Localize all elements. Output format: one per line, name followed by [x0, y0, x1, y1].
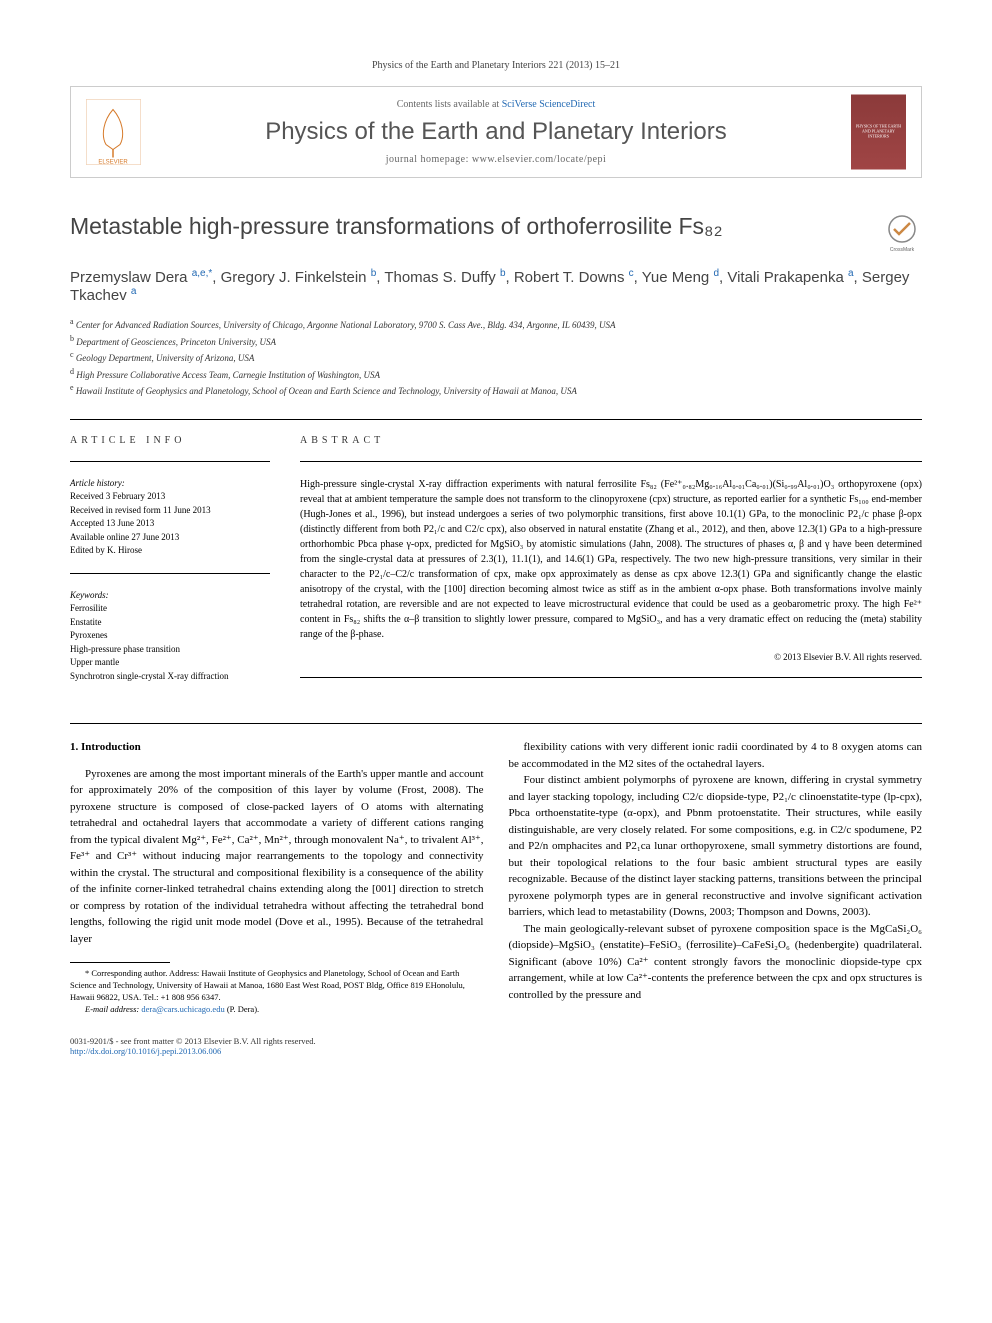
- article-info: ARTICLE INFO Article history: Received 3…: [70, 435, 270, 699]
- info-divider: [70, 461, 270, 462]
- affiliation: e Hawaii Institute of Geophysics and Pla…: [70, 382, 922, 399]
- homepage-line: journal homepage: www.elsevier.com/locat…: [156, 154, 836, 165]
- author: Yue Meng d: [642, 269, 719, 286]
- email-link[interactable]: dera@cars.uchicago.edu: [141, 1004, 224, 1014]
- affiliation: b Department of Geosciences, Princeton U…: [70, 333, 922, 350]
- abstract-divider: [300, 461, 922, 462]
- history-section: Article history: Received 3 February 201…: [70, 477, 270, 558]
- keywords-section: Keywords: Ferrosilite Enstatite Pyroxene…: [70, 589, 270, 684]
- crossmark-icon[interactable]: CrossMark: [882, 213, 922, 253]
- copyright: © 2013 Elsevier B.V. All rights reserved…: [300, 652, 922, 662]
- email-suffix: (P. Dera).: [225, 1004, 259, 1014]
- email-footnote: E-mail address: dera@cars.uchicago.edu (…: [70, 1004, 484, 1016]
- elsevier-tree-icon: ELSEVIER: [86, 100, 141, 165]
- column-right: flexibility cations with very different …: [509, 739, 923, 1016]
- keyword: Enstatite: [70, 616, 270, 630]
- authors: Przemyslaw Dera a,e,*, Gregory J. Finkel…: [70, 268, 922, 304]
- affiliations: a Center for Advanced Radiation Sources,…: [70, 316, 922, 399]
- title-row: Metastable high-pressure transformations…: [70, 213, 922, 253]
- header-content: Contents lists available at SciVerse Sci…: [156, 99, 836, 165]
- info-heading: ARTICLE INFO: [70, 435, 270, 446]
- body-columns: 1. Introduction Pyroxenes are among the …: [70, 739, 922, 1016]
- keyword: Upper mantle: [70, 656, 270, 670]
- body-paragraph: The main geologically-relevant subset of…: [509, 921, 923, 1004]
- affiliation: d High Pressure Collaborative Access Tea…: [70, 366, 922, 383]
- body-paragraph: flexibility cations with very different …: [509, 739, 923, 772]
- info-abstract-row: ARTICLE INFO Article history: Received 3…: [70, 435, 922, 699]
- history-label: Article history:: [70, 477, 270, 491]
- issn-line: 0031-9201/$ - see front matter © 2013 El…: [70, 1036, 922, 1046]
- divider: [70, 723, 922, 724]
- keyword: Pyroxenes: [70, 629, 270, 643]
- journal-cover-text: PHYSICS OF THE EARTH AND PLANETARY INTER…: [851, 123, 906, 141]
- article-title: Metastable high-pressure transformations…: [70, 213, 862, 240]
- abstract-divider: [300, 677, 922, 678]
- section-heading: 1. Introduction: [70, 739, 484, 756]
- body-paragraph: Pyroxenes are among the most important m…: [70, 766, 484, 948]
- doi-link[interactable]: http://dx.doi.org/10.1016/j.pepi.2013.06…: [70, 1046, 221, 1056]
- doi-line: http://dx.doi.org/10.1016/j.pepi.2013.06…: [70, 1046, 922, 1056]
- journal-cover: PHYSICS OF THE EARTH AND PLANETARY INTER…: [851, 95, 906, 170]
- author: Robert T. Downs c: [514, 269, 634, 286]
- info-divider: [70, 573, 270, 574]
- affiliation: a Center for Advanced Radiation Sources,…: [70, 316, 922, 333]
- header-box: ELSEVIER Contents lists available at Sci…: [70, 86, 922, 178]
- author: Gregory J. Finkelstein b: [221, 269, 377, 286]
- column-left: 1. Introduction Pyroxenes are among the …: [70, 739, 484, 1016]
- keyword: High-pressure phase transition: [70, 643, 270, 657]
- affiliation: c Geology Department, University of Ariz…: [70, 349, 922, 366]
- history-item: Received in revised form 11 June 2013: [70, 504, 270, 518]
- history-item: Edited by K. Hirose: [70, 544, 270, 558]
- history-item: Available online 27 June 2013: [70, 531, 270, 545]
- abstract-text: High-pressure single-crystal X-ray diffr…: [300, 477, 922, 642]
- journal-name: Physics of the Earth and Planetary Inter…: [156, 118, 836, 146]
- body-paragraph: Four distinct ambient polymorphs of pyro…: [509, 772, 923, 921]
- email-label: E-mail address:: [85, 1004, 141, 1014]
- abstract: ABSTRACT High-pressure single-crystal X-…: [300, 435, 922, 699]
- elsevier-logo: ELSEVIER: [86, 100, 141, 165]
- author: Przemyslaw Dera a,e,*: [70, 269, 212, 286]
- scidirect-link[interactable]: SciVerse ScienceDirect: [502, 99, 596, 110]
- keywords-label: Keywords:: [70, 589, 270, 603]
- homepage-url: www.elsevier.com/locate/pepi: [472, 154, 606, 165]
- footer: 0031-9201/$ - see front matter © 2013 El…: [70, 1036, 922, 1056]
- abstract-heading: ABSTRACT: [300, 435, 922, 446]
- history-item: Received 3 February 2013: [70, 490, 270, 504]
- contents-prefix: Contents lists available at: [397, 99, 502, 110]
- header-citation: Physics of the Earth and Planetary Inter…: [70, 60, 922, 71]
- svg-text:CrossMark: CrossMark: [890, 247, 915, 253]
- divider: [70, 419, 922, 420]
- svg-text:ELSEVIER: ELSEVIER: [98, 160, 128, 165]
- corresponding-footnote: * Corresponding author. Address: Hawaii …: [70, 968, 484, 1004]
- keyword: Ferrosilite: [70, 602, 270, 616]
- contents-line: Contents lists available at SciVerse Sci…: [156, 99, 836, 110]
- keyword: Synchrotron single-crystal X-ray diffrac…: [70, 670, 270, 684]
- footnote-divider: [70, 962, 170, 963]
- homepage-prefix: journal homepage:: [386, 154, 472, 165]
- author: Thomas S. Duffy b: [384, 269, 505, 286]
- history-item: Accepted 13 June 2013: [70, 517, 270, 531]
- author: Vitali Prakapenka a: [727, 269, 853, 286]
